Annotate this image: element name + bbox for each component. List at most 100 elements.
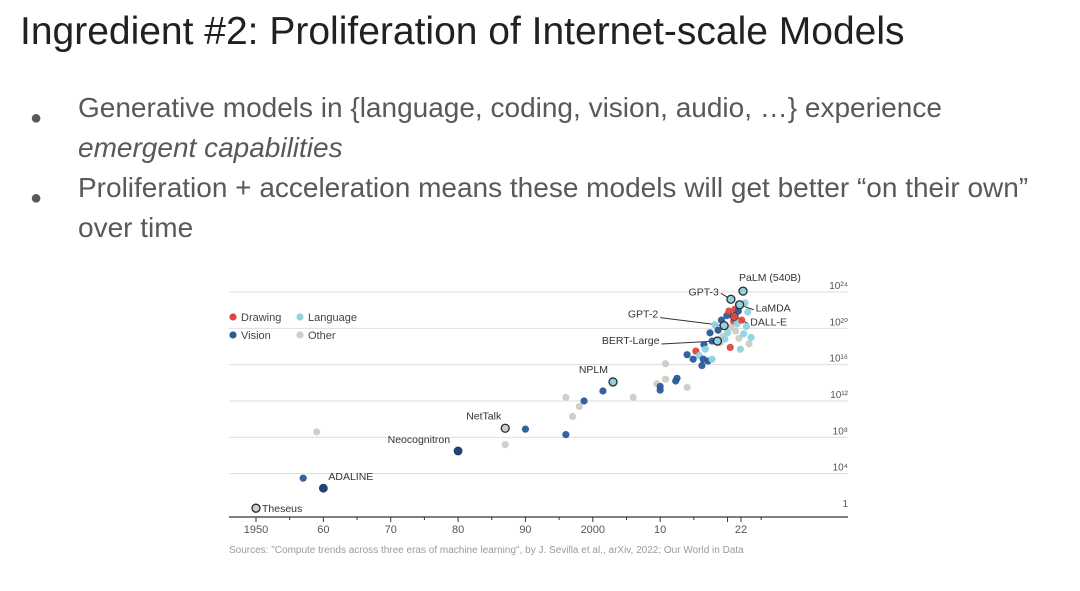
point-label: ADALINE — [328, 471, 373, 483]
data-point — [723, 329, 732, 337]
leader-lines — [660, 292, 754, 345]
data-point — [698, 361, 706, 370]
y-axis: 1 10⁴ 10⁸ 10¹² 10¹⁶ 10²⁰ 10²⁴ — [829, 281, 848, 510]
bullet-emphasis: emergent capabilities — [78, 132, 343, 163]
data-point — [723, 312, 731, 320]
bullet-list: ● Generative models in {language, coding… — [28, 88, 1058, 248]
labeled-point — [318, 483, 328, 493]
data-point — [719, 332, 727, 341]
data-point — [708, 337, 716, 345]
point-label: GPT-2 — [628, 309, 659, 321]
y-tick-label: 10²⁴ — [829, 281, 848, 292]
data-point — [742, 322, 750, 331]
grid-layer — [229, 291, 848, 475]
data-point — [711, 321, 719, 329]
legend-label: Vision — [241, 330, 271, 342]
labeled-point — [453, 446, 463, 456]
data-point — [695, 351, 703, 360]
labeled-point — [735, 300, 745, 310]
data-point — [708, 355, 716, 363]
data-point — [672, 377, 680, 385]
data-point — [673, 374, 681, 382]
data-point — [562, 393, 570, 401]
data-point — [744, 308, 752, 316]
x-tick-label: 80 — [452, 524, 464, 536]
data-point — [700, 341, 708, 349]
data-point — [741, 299, 749, 307]
data-point — [568, 412, 577, 421]
point-labels: Theseus ADALINE Neocognitron NetTalk NPLM BER… — [262, 272, 801, 515]
y-tick-label: 10⁴ — [833, 463, 848, 474]
leader-line — [739, 304, 754, 311]
point-label: GPT-3 — [689, 286, 720, 298]
legend-swatch — [229, 331, 237, 339]
data-point — [738, 316, 746, 324]
data-point — [714, 326, 722, 334]
data-point — [656, 382, 664, 391]
legend-swatch — [296, 313, 304, 321]
data-point — [313, 428, 321, 436]
labeled-point — [729, 312, 739, 321]
data-point — [736, 345, 744, 353]
leader-line — [720, 292, 732, 300]
data-point — [725, 307, 733, 315]
data-point — [692, 347, 700, 355]
x-tick-label: 90 — [519, 524, 531, 536]
y-tick-label: 10¹⁶ — [829, 354, 848, 365]
bullet-text: Generative models in {language, coding, … — [78, 92, 942, 123]
data-point — [575, 402, 583, 411]
data-point — [747, 333, 755, 342]
data-point — [656, 386, 664, 394]
data-point — [661, 360, 670, 368]
data-point — [733, 320, 741, 328]
y-tick-label: 10⁸ — [833, 426, 848, 437]
point-label: Neocognitron — [388, 434, 451, 446]
leader-line — [660, 317, 725, 327]
point-label: BERT-Large — [602, 335, 660, 347]
point-label: DALL-E — [750, 317, 787, 329]
labeled-point — [608, 377, 618, 387]
leader-line — [661, 340, 718, 345]
bullet-item: ● Proliferation + acceleration means the… — [28, 168, 1058, 248]
bullet-item: ● Generative models in {language, coding… — [28, 88, 1058, 168]
y-tick-label: 1 — [842, 499, 848, 510]
x-tick-label: 60 — [317, 524, 329, 536]
x-tick-label: 1950 — [244, 524, 268, 536]
data-point — [732, 327, 740, 335]
data-point — [689, 355, 697, 363]
data-point — [740, 330, 748, 338]
labeled-point — [712, 336, 723, 346]
data-point — [701, 345, 709, 353]
legend-label: Language — [308, 312, 357, 324]
data-point — [683, 351, 691, 359]
data-point — [501, 441, 509, 449]
data-point — [699, 355, 707, 363]
labeled-point — [500, 423, 510, 433]
data-point — [726, 343, 734, 352]
data-point — [580, 397, 588, 405]
y-tick-label: 10¹² — [830, 390, 848, 401]
x-axis: 1950 60 70 80 90 2000 10 22 — [229, 516, 848, 536]
labeled-point — [251, 503, 261, 513]
legend-swatch — [229, 313, 237, 321]
data-point — [706, 329, 714, 337]
data-point — [683, 383, 691, 391]
data-point — [745, 340, 753, 348]
legend-swatch — [296, 331, 304, 339]
labeled-point — [738, 286, 748, 296]
data-point — [521, 425, 530, 433]
x-tick-label: 2000 — [581, 524, 605, 536]
legend-label: Drawing — [241, 312, 281, 324]
data-point — [734, 307, 742, 315]
data-point — [653, 380, 661, 388]
slide-title: Ingredient #2: Proliferation of Internet… — [20, 10, 905, 53]
data-point — [661, 375, 670, 383]
legend-label: Other — [308, 330, 336, 342]
data-point — [716, 339, 724, 347]
point-label: LaMDA — [756, 303, 791, 315]
data-point — [729, 317, 738, 325]
point-label: NetTalk — [466, 410, 502, 422]
data-point — [599, 387, 607, 395]
data-point — [721, 335, 729, 343]
data-point — [299, 474, 307, 482]
